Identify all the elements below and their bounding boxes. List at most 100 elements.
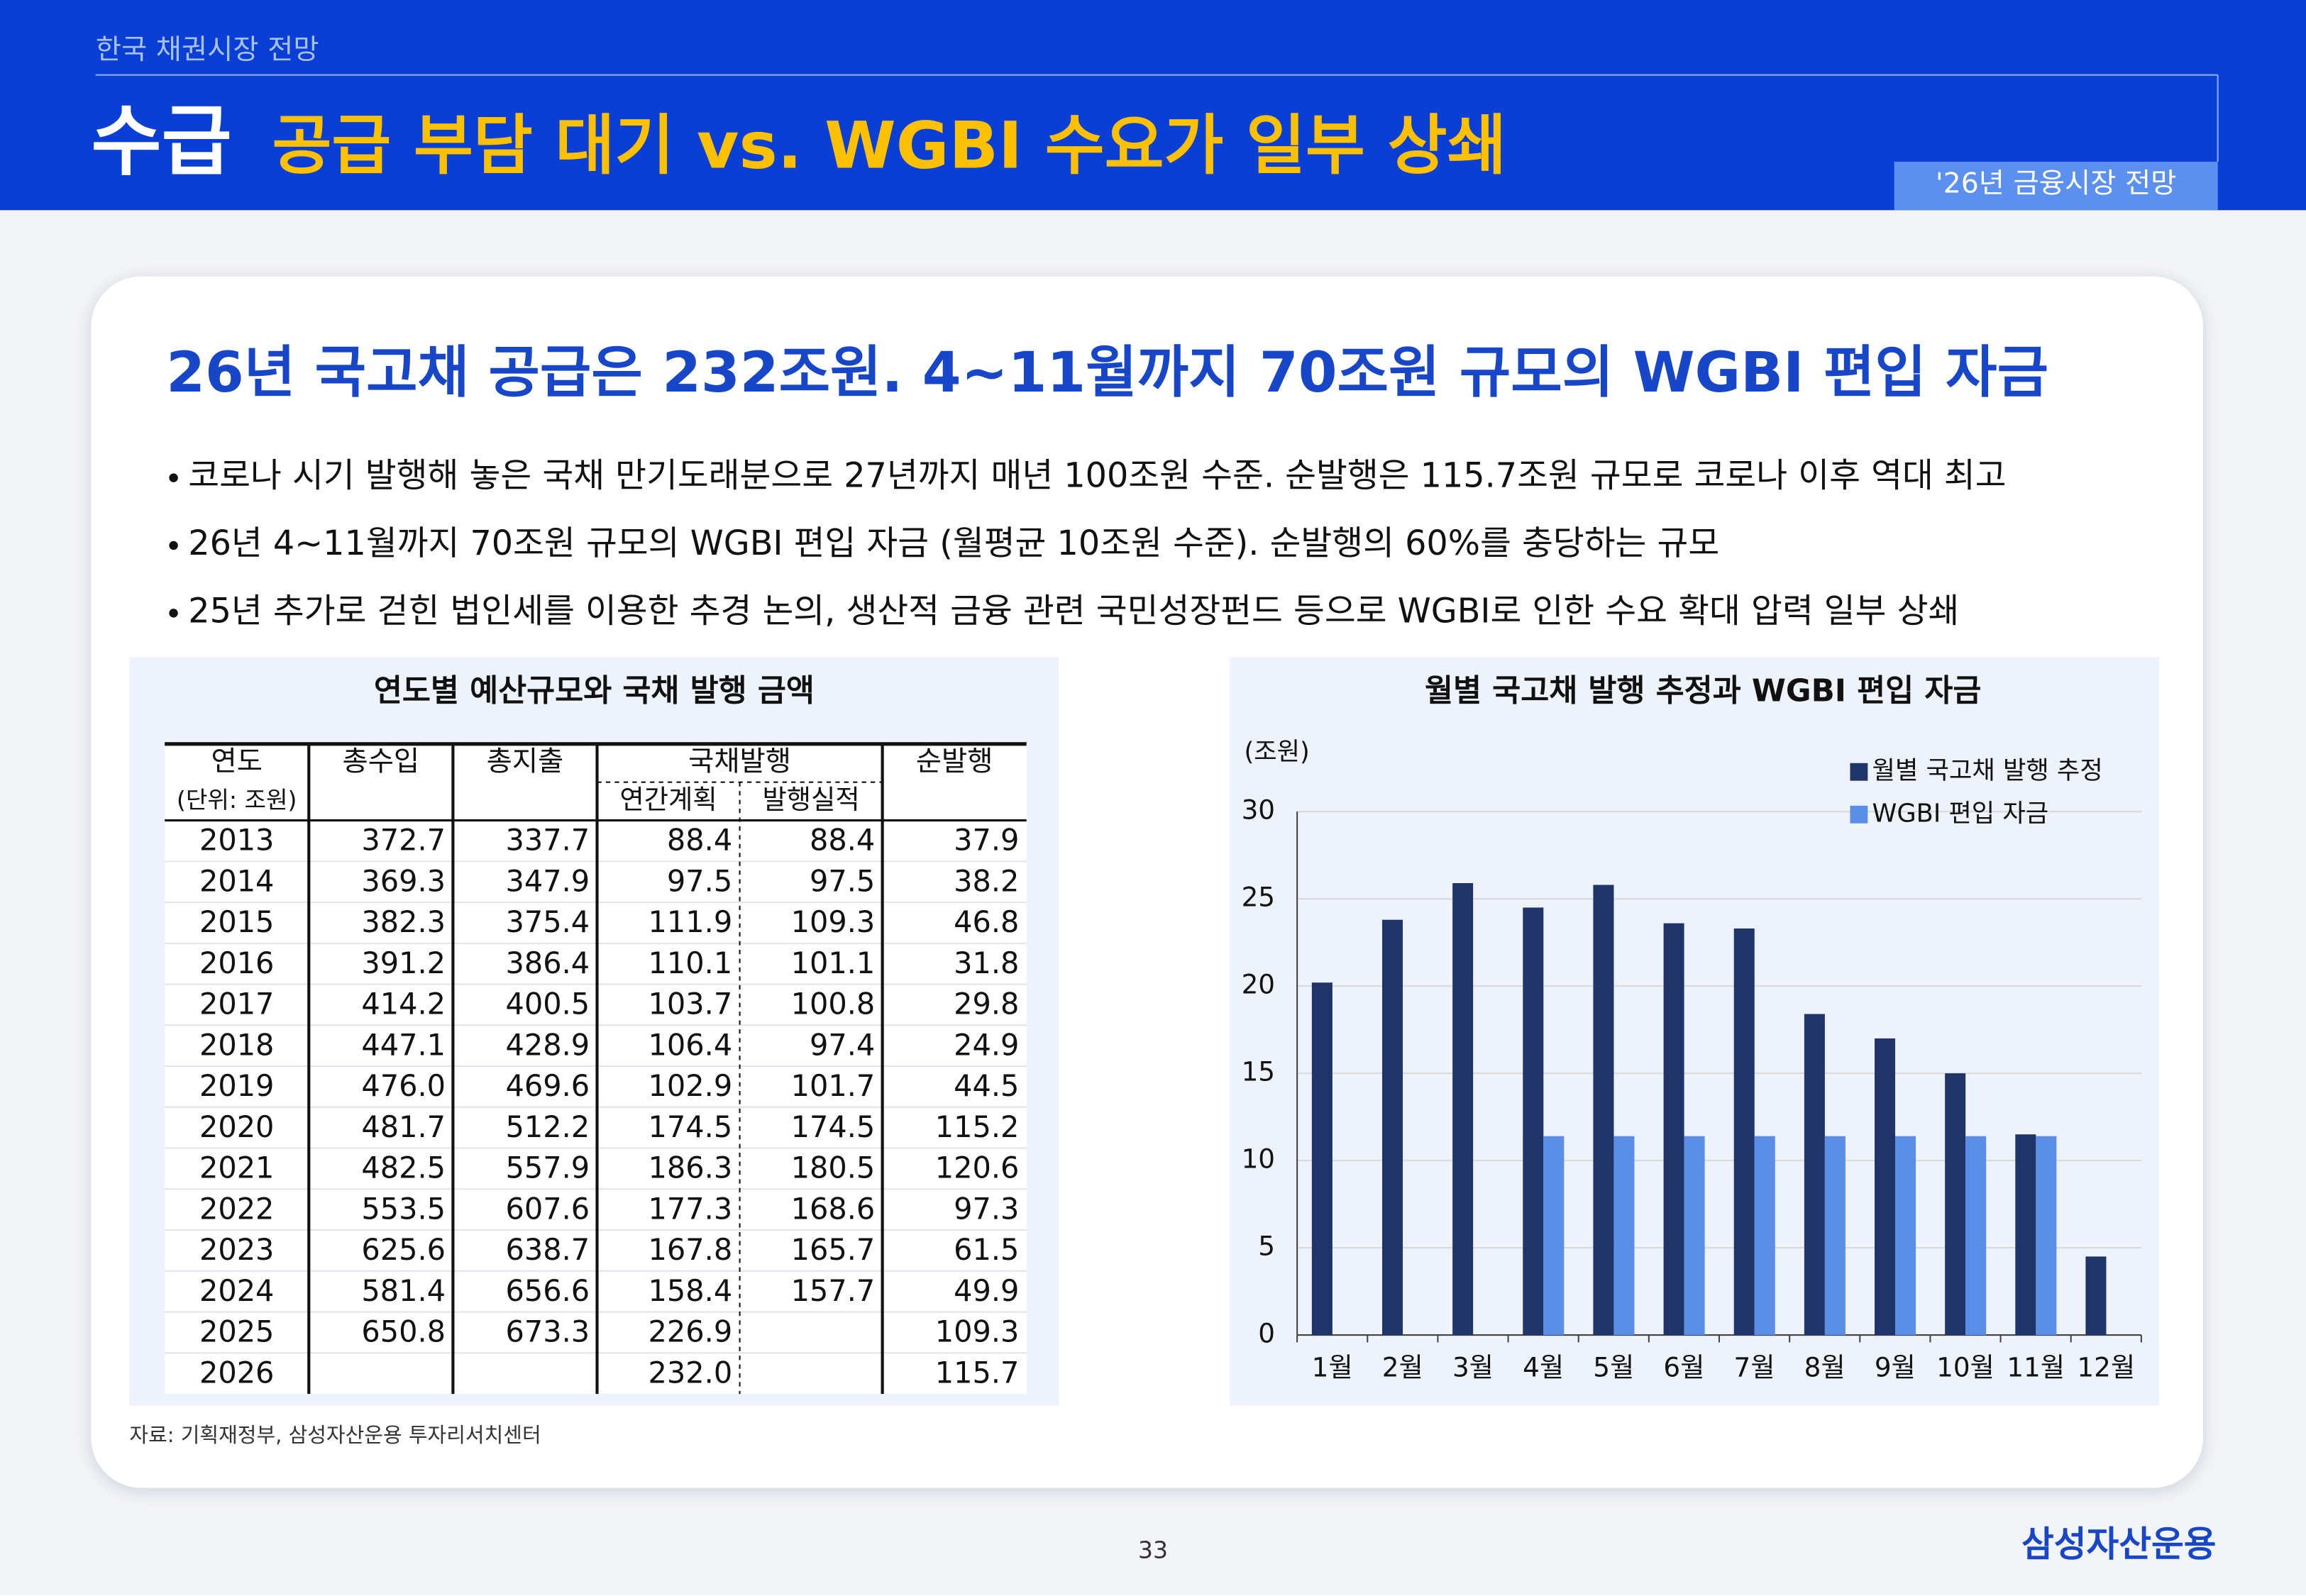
table-cell: 97.4 (810, 1028, 875, 1062)
bullet-dot (169, 473, 178, 482)
x-tick-label: 11월 (2007, 1351, 2065, 1382)
table-cell: 2020 (199, 1110, 274, 1144)
table-cell: 476.0 (361, 1069, 446, 1103)
table-cell: 174.5 (791, 1110, 876, 1144)
table-cell: 120.6 (935, 1151, 1020, 1185)
table-cell: 88.4 (810, 824, 875, 858)
x-tick-label: 5월 (1593, 1351, 1634, 1382)
table-cell: 369.3 (361, 864, 446, 898)
bar (1824, 1136, 1846, 1336)
bar (1945, 1073, 1966, 1336)
bar (1804, 1014, 1825, 1336)
table-header: 순발행 (916, 745, 993, 777)
table-header: 국채발행 (688, 745, 791, 777)
header-tag: '26년 금융시장 전망 (1936, 167, 2177, 200)
headline: 26년 국고채 공급은 232조원. 4~11월까지 70조원 규모의 WGBI… (166, 340, 2048, 405)
table-cell: 61.5 (954, 1233, 1019, 1267)
table-cell: 174.5 (649, 1110, 733, 1144)
table-cell: 581.4 (361, 1274, 446, 1308)
table-header: 총지출 (487, 745, 564, 777)
table-cell: 347.9 (506, 864, 590, 898)
table-header: 연도 (211, 745, 262, 777)
table-cell: 482.5 (361, 1151, 446, 1185)
table-cell: 115.7 (935, 1356, 1020, 1390)
table-header: 연간계획 (619, 784, 717, 815)
table-cell: 109.3 (791, 905, 876, 939)
table-cell: 2014 (199, 864, 274, 898)
table-cell: 103.7 (649, 987, 733, 1021)
page-number: 33 (1138, 1536, 1168, 1563)
table-cell: 37.9 (954, 824, 1019, 858)
bullet-dot (169, 541, 178, 550)
table-cell: 428.9 (506, 1028, 590, 1062)
table-cell: 625.6 (361, 1233, 446, 1267)
tag-box (1894, 162, 2218, 211)
table-cell: 165.7 (791, 1233, 876, 1267)
table-cell: 168.6 (791, 1192, 876, 1226)
table-cell: 2017 (199, 987, 274, 1021)
table-cell: 481.7 (361, 1110, 446, 1144)
x-tick-label: 9월 (1875, 1351, 1916, 1382)
chart: (조원) 0 5 10 15 20 25 30 1월 2월 3월 4월 5월 6월 7월 8월 9월 10월 11월… (1242, 737, 2142, 1382)
table-cell: 157.7 (791, 1274, 876, 1308)
y-axis-label: (조원) (1245, 737, 1310, 766)
bar (1543, 1136, 1565, 1336)
bar (1733, 928, 1755, 1336)
table-cell: 101.7 (791, 1069, 876, 1103)
bar (1523, 907, 1544, 1336)
table-cell: 106.4 (649, 1028, 733, 1062)
y-tick-label: 15 (1242, 1056, 1275, 1087)
y-tick-label: 5 (1258, 1231, 1275, 1262)
bar (1593, 885, 1614, 1336)
bullets: 코로나 시기 발행해 놓은 국채 만기도래분으로 27년까지 매년 100조원 … (169, 457, 2007, 631)
bar (1311, 982, 1333, 1336)
table-cell: 2022 (199, 1192, 274, 1226)
bar (2036, 1136, 2057, 1336)
table-cell: 38.2 (954, 864, 1019, 898)
table-cell: 97.5 (810, 864, 875, 898)
table-cell: 400.5 (506, 987, 590, 1021)
table-cell: 337.7 (506, 824, 590, 858)
table-cell: 375.4 (506, 905, 590, 939)
table-cell: 557.9 (506, 1151, 590, 1185)
bar (1613, 1136, 1635, 1336)
table-cell: 2013 (199, 824, 274, 858)
table-cell: 226.9 (649, 1315, 733, 1349)
bar (1381, 919, 1403, 1336)
table-header: (단위: 조원) (177, 786, 297, 814)
table-cell: 109.3 (935, 1315, 1020, 1349)
x-tick-label: 12월 (2077, 1351, 2135, 1382)
table-cell: 512.2 (506, 1110, 590, 1144)
table-cell: 2025 (199, 1315, 274, 1349)
table-cell: 414.2 (361, 987, 446, 1021)
y-tick-label: 30 (1242, 794, 1275, 826)
table-cell: 382.3 (361, 905, 446, 939)
bar (1875, 1038, 1896, 1336)
y-tick-label: 25 (1242, 882, 1275, 913)
y-tick-label: 0 (1258, 1318, 1275, 1349)
bullet-text: 26년 4~11월까지 70조원 규모의 WGBI 편입 자금 (월평균 10조… (188, 524, 1719, 563)
table-title: 연도별 예산규모와 국채 발행 금액 (374, 673, 815, 709)
table-cell: 46.8 (954, 905, 1019, 939)
x-tick-label: 8월 (1804, 1351, 1846, 1382)
bullet-text: 코로나 시기 발행해 놓은 국채 만기도래분으로 27년까지 매년 100조원 … (188, 457, 2006, 496)
section-title: 수급 (92, 98, 232, 187)
header-subtitle: 한국 채권시장 전망 (96, 33, 319, 66)
table-cell: 447.1 (361, 1028, 446, 1062)
table-cell: 97.3 (954, 1192, 1019, 1226)
table-cell: 2026 (199, 1356, 274, 1390)
table-cell: 100.8 (791, 987, 876, 1021)
bullet-dot (169, 609, 178, 618)
x-tick-label: 4월 (1523, 1351, 1564, 1382)
table: 2013 372.7 337.7 88.4 88.4 37.9 2014 369.3 347.9… (165, 742, 1027, 1395)
bar (1663, 923, 1684, 1336)
header-title: 공급 부담 대기 vs. WGBI 수요가 일부 상쇄 (272, 107, 1506, 183)
logo: 삼성자산운용 (2021, 1524, 2217, 1565)
table-cell: 44.5 (954, 1069, 1019, 1103)
table-cell: 115.2 (935, 1110, 1020, 1144)
table-cell: 167.8 (649, 1233, 733, 1267)
table-cell: 650.8 (361, 1315, 446, 1349)
y-tick-label: 10 (1242, 1143, 1275, 1175)
